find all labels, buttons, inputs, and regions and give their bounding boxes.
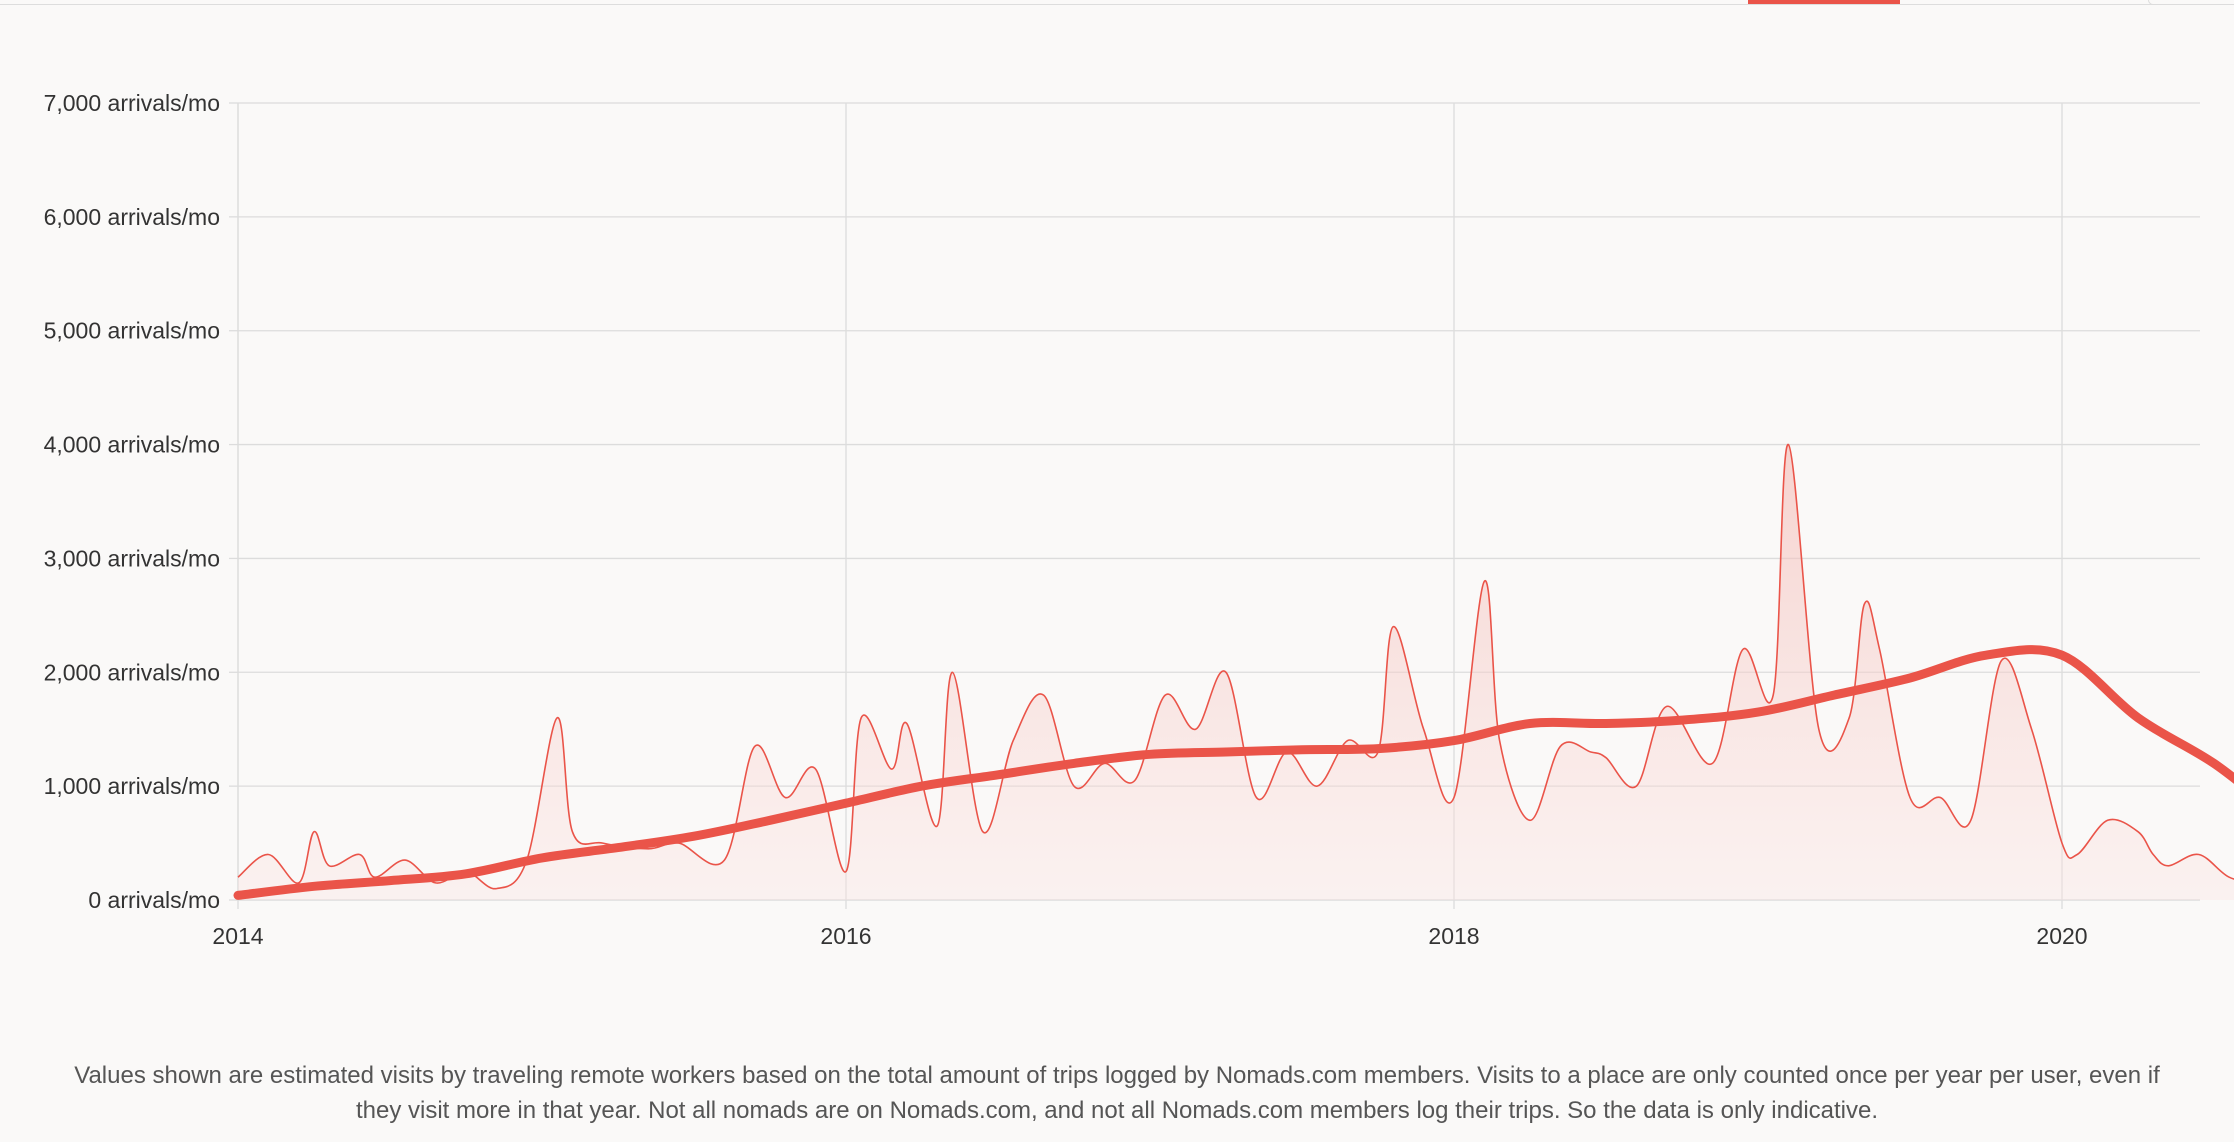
- top-rule: [0, 0, 2234, 5]
- monthly-arrivals-line: [237, 443, 2234, 890]
- y-tick-label: 0 arrivals/mo: [88, 887, 220, 913]
- x-tick-label: 2014: [212, 923, 263, 949]
- y-tick-label: 4,000 arrivals/mo: [44, 432, 220, 458]
- y-tick-label: 1,000 arrivals/mo: [44, 773, 220, 799]
- chart-footnote: Values shown are estimated visits by tra…: [74, 1062, 2160, 1124]
- x-tick-label: 2020: [2036, 923, 2087, 949]
- top-right-control-edge: [2148, 0, 2234, 5]
- y-tick-label: 2,000 arrivals/mo: [44, 659, 220, 685]
- tick-labels: 0 arrivals/mo 1,000 arrivals/mo 2,000 arri…: [44, 90, 2088, 949]
- monthly-arrivals-area: [238, 444, 2234, 900]
- series: [233, 443, 2234, 900]
- x-tick-label: 2018: [1428, 923, 1479, 949]
- y-tick-label: 7,000 arrivals/mo: [44, 90, 220, 116]
- y-tick-label: 3,000 arrivals/mo: [44, 545, 220, 571]
- y-tick-label: 6,000 arrivals/mo: [44, 204, 220, 230]
- y-tick-label: 5,000 arrivals/mo: [44, 318, 220, 344]
- active-tab-indicator: [1748, 0, 1900, 4]
- arrivals-chart: 0 arrivals/mo 1,000 arrivals/mo 2,000 arri…: [44, 90, 2234, 949]
- x-tick-label: 2016: [820, 923, 871, 949]
- trend-line: [233, 645, 2234, 900]
